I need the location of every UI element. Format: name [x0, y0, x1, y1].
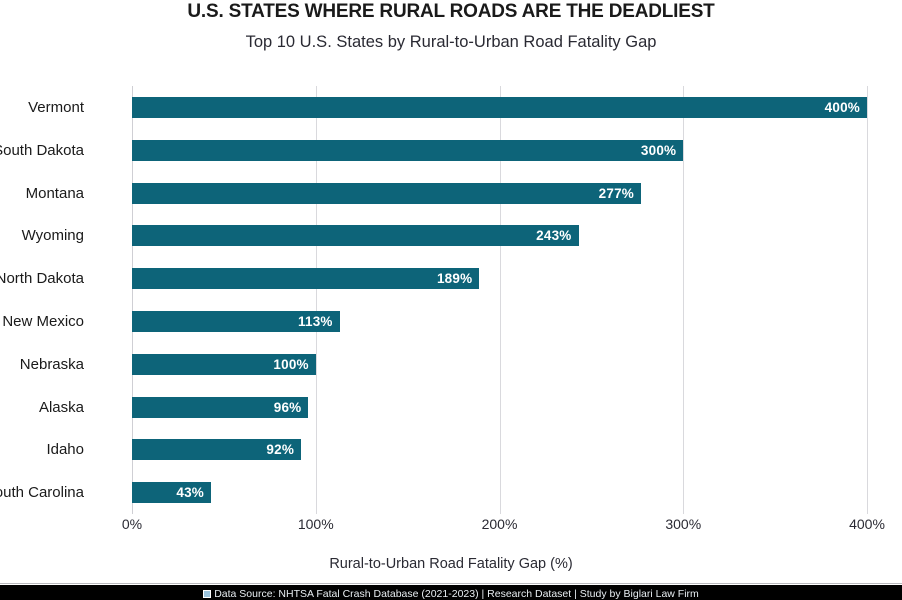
page-subtitle: Top 10 U.S. States by Rural-to-Urban Roa… — [245, 33, 657, 51]
gridline-400pct — [867, 86, 868, 514]
bar-row[interactable]: Vermont 400% — [28, 86, 867, 129]
bar[interactable]: 100% — [132, 353, 316, 375]
footer-source-text: Data Source: NHTSA Fatal Crash Database … — [214, 588, 699, 600]
plot-area: Vermont 400% South Dakota 300% Montana 277% Wy… — [0, 86, 868, 514]
bar-row[interactable]: Alaska 96% — [39, 386, 867, 429]
bar[interactable]: 400% — [132, 97, 867, 118]
category-label: Vermont — [28, 99, 84, 116]
bar[interactable]: 243% — [132, 225, 579, 247]
footer-content: Data Source: NHTSA Fatal Crash Database … — [0, 588, 902, 600]
category-label: Nebraska — [19, 355, 84, 373]
bar-row[interactable]: New Mexico 113% — [2, 300, 867, 343]
bar-value-label: 92% — [266, 442, 295, 458]
bar-value-label: 100% — [273, 356, 309, 372]
x-tick-label: 300% — [665, 516, 702, 532]
bar-row[interactable]: Wyoming 243% — [22, 214, 867, 257]
bar[interactable]: 277% — [132, 182, 641, 204]
footer-divider — [0, 583, 902, 584]
bar-row[interactable]: Montana 277% — [26, 172, 867, 215]
bar[interactable]: 300% — [132, 139, 684, 161]
category-label: South Carolina — [0, 484, 84, 502]
bar-value-label: 96% — [273, 399, 302, 415]
bar-row[interactable]: North Dakota 189% — [0, 257, 867, 300]
category-label: North Dakota — [0, 270, 84, 288]
gridline-300pct — [683, 86, 685, 514]
bar[interactable]: 113% — [132, 311, 340, 332]
x-tick-label: 100% — [297, 516, 334, 532]
page-title: U.S. STATES WHERE RURAL ROADS ARE THE DE… — [187, 1, 715, 22]
bar-value-label: 243% — [536, 228, 572, 244]
bar-value-label: 300% — [640, 142, 677, 158]
bar-value-label: 113% — [298, 314, 333, 329]
footer-bar: Data Source: NHTSA Fatal Crash Database … — [0, 585, 902, 600]
bar[interactable]: 92% — [132, 439, 302, 461]
gridline-100pct — [315, 86, 317, 514]
x-tick-label: 200% — [481, 516, 518, 532]
x-tick-label: 0% — [121, 516, 143, 532]
category-label: Montana — [25, 184, 84, 202]
gridline-200pct — [499, 86, 501, 514]
category-label: Wyoming — [21, 227, 84, 245]
bar-row[interactable]: South Dakota 300% — [0, 129, 867, 172]
category-label: New Mexico — [2, 313, 84, 330]
category-label: Idaho — [46, 441, 84, 459]
bar[interactable]: 43% — [132, 482, 211, 504]
bar-row[interactable]: South Carolina 43% — [0, 471, 867, 514]
x-axis-title: Rural-to-Urban Road Fatality Gap (%) — [329, 556, 573, 572]
document-icon — [203, 590, 212, 598]
bar-value-label: 400% — [824, 100, 860, 115]
gridline-0pct — [132, 86, 133, 514]
bar[interactable]: 189% — [132, 268, 480, 290]
bar-row[interactable]: Idaho 92% — [46, 428, 867, 471]
category-label: South Dakota — [0, 141, 84, 159]
bar-value-label: 277% — [598, 185, 634, 201]
category-label: Alaska — [38, 398, 84, 416]
bar[interactable]: 96% — [132, 396, 309, 418]
x-tick-label: 400% — [849, 516, 885, 532]
bar-row[interactable]: Nebraska 100% — [20, 343, 867, 386]
bar-value-label: 189% — [436, 271, 473, 287]
bar-value-label: 43% — [176, 485, 204, 501]
